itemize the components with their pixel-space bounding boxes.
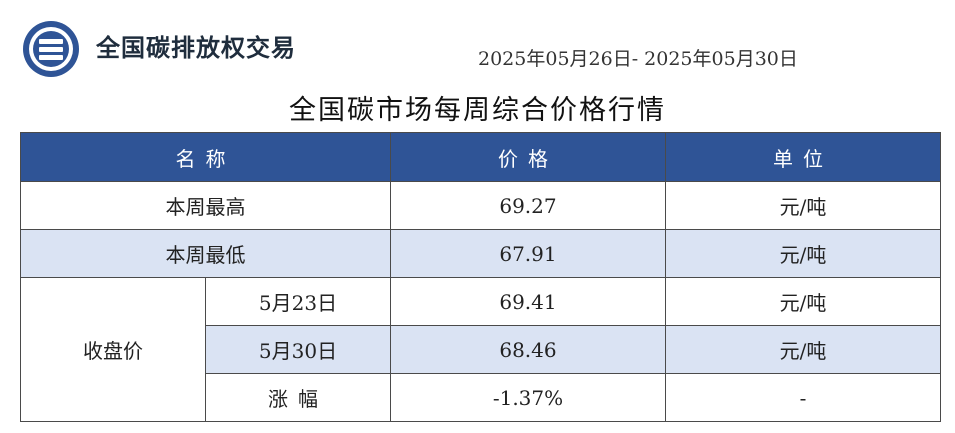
report-title: 全国碳市场每周综合价格行情 (289, 95, 666, 126)
row-unit: 元/吨 (665, 229, 941, 278)
column-header-unit: 单位 (665, 132, 941, 182)
column-header-price: 价格 (390, 132, 666, 182)
row-label: 本周最低 (20, 229, 391, 278)
closing-price-label: 收盘价 (20, 277, 206, 422)
table-row: 本周最低 67.91 元/吨 (20, 229, 941, 278)
row-unit: - (665, 373, 941, 422)
table-row: 本周最高 69.27 元/吨 (20, 181, 941, 230)
row-label: 本周最高 (20, 181, 391, 230)
column-header-name: 名称 (20, 132, 391, 182)
row-date: 5月23日 (205, 277, 391, 326)
row-date: 5月30日 (205, 325, 391, 374)
row-price: 69.27 (390, 181, 666, 230)
row-price: -1.37% (390, 373, 666, 422)
table-row: 5月30日 68.46 元/吨 (21, 325, 941, 374)
row-price: 68.46 (390, 325, 666, 374)
row-unit: 元/吨 (665, 277, 941, 326)
table-header-row: 名称 价格 单位 (20, 132, 941, 182)
row-price: 69.41 (390, 277, 666, 326)
table-row: 涨幅 -1.37% - (21, 373, 941, 422)
org-name: 全国碳排放权交易 (96, 34, 296, 62)
row-unit: 元/吨 (665, 181, 941, 230)
row-price: 67.91 (390, 229, 666, 278)
date-range: 2025年05月26日- 2025年05月30日 (478, 48, 798, 70)
exchange-logo-icon (22, 20, 80, 78)
price-table: 名称 价格 单位 本周最高 69.27 元/吨 本周最低 67.91 元/吨 收… (20, 132, 941, 422)
row-unit: 元/吨 (665, 325, 941, 374)
row-date: 涨幅 (205, 373, 391, 422)
table-row: 收盘价 5月23日 69.41 元/吨 (20, 277, 941, 422)
